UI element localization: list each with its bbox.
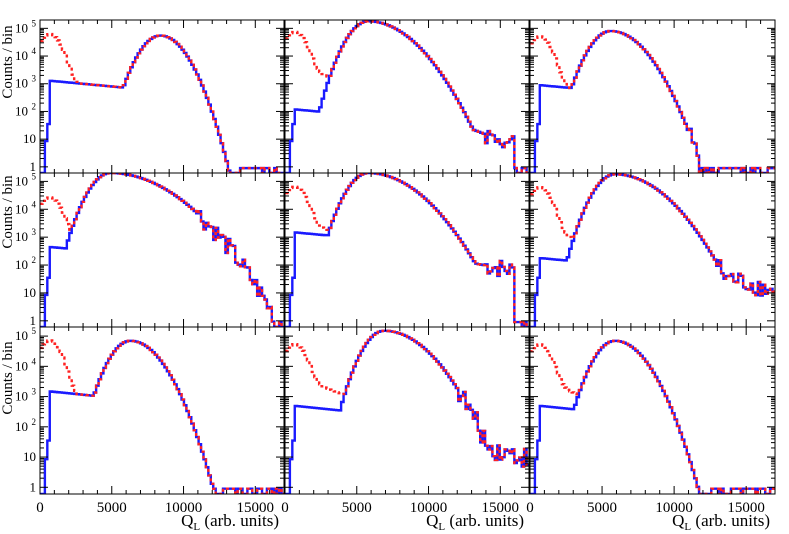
series-solid-8 (285, 329, 529, 494)
x-tick-label: 0 (281, 500, 289, 516)
series-dashed-5 (285, 173, 529, 327)
panel-frame-2 (284, 19, 530, 174)
series-solid-4 (40, 173, 284, 327)
y-tick-label: 10 (15, 419, 28, 434)
y-axis-title: Counts / bin (0, 25, 16, 99)
panel-7: 1 10 10 2 10 3 10 4 10 5 0 5000 10000 15000 (15, 326, 285, 516)
series-solid-5 (285, 173, 529, 327)
panel-frame-7 (39, 326, 285, 495)
x-tick-label: 15000 (482, 500, 520, 516)
series-solid-3 (530, 29, 775, 173)
x-tick-label: 5000 (587, 500, 617, 516)
y-tick-label-exponent: 3 (32, 227, 37, 237)
y-axis-title: Counts / bin (0, 175, 16, 249)
x-tick-label: 0 (526, 500, 534, 516)
y-tick-label: 10 (15, 257, 28, 272)
y-tick-label: 10 (23, 285, 36, 300)
y-tick-label: 10 (23, 131, 36, 146)
y-tick-label: 1 (30, 313, 37, 328)
y-tick-label-exponent: 2 (32, 417, 37, 427)
y-tick-label: 10 (15, 358, 28, 373)
y-tick-label: 10 (15, 76, 28, 91)
y-tick-label-exponent: 5 (32, 326, 37, 336)
series-dashed-4 (40, 173, 284, 327)
y-tick-label-exponent: 4 (32, 356, 37, 366)
series-solid-7 (40, 339, 284, 494)
x-tick-label: 15000 (727, 500, 765, 516)
y-tick-label: 10 (15, 201, 28, 216)
y-tick-label: 1 (30, 479, 37, 494)
panel-9: 0 5000 10000 15000 (526, 326, 776, 516)
series-solid-6 (530, 173, 775, 327)
y-tick-label-exponent: 3 (32, 387, 37, 397)
y-tick-label-exponent: 2 (32, 101, 37, 111)
x-tick-label: 15000 (237, 500, 275, 516)
y-tick-label-exponent: 3 (32, 74, 37, 84)
y-tick-label: 10 (15, 103, 28, 118)
x-axis-titles: QL (arb. units) QL (arb. units) QL (arb. u… (181, 511, 770, 533)
y-tick-label-exponent: 5 (32, 171, 37, 181)
series-dashed-2 (285, 20, 529, 173)
panel-frame-8 (284, 326, 530, 495)
series-dashed-9 (530, 339, 775, 494)
y-tick-label: 10 (15, 20, 28, 35)
x-axis-title: QL (arb. units) (181, 511, 279, 533)
y-tick-label-exponent: 4 (32, 199, 37, 209)
y-tick-label: 10 (15, 173, 28, 188)
series-solid-9 (530, 339, 775, 494)
panel-frame-3 (529, 19, 776, 174)
panel-frame-6 (529, 172, 776, 328)
y-tick-label: 10 (15, 48, 28, 63)
y-tick-label-exponent: 5 (32, 18, 37, 28)
panel-2 (284, 19, 530, 174)
y-tick-label: 10 (15, 389, 28, 404)
panel-8: 0 5000 10000 15000 (281, 326, 530, 516)
x-axis-title: QL (arb. units) (426, 511, 524, 533)
series-solid-2 (285, 20, 529, 173)
series-solid-1 (40, 34, 284, 173)
y-axis-titles: Counts / bin Counts / bin Counts / bin (0, 25, 16, 415)
panel-4: 1 10 10 2 10 3 10 4 10 5 (15, 171, 285, 328)
y-axis-title: Counts / bin (0, 341, 16, 415)
y-tick-label: 10 (15, 328, 28, 343)
panel-frame-5 (284, 172, 530, 328)
series-dashed-6 (530, 173, 775, 297)
y-tick-label-exponent: 2 (32, 255, 37, 265)
series-dashed-1 (40, 32, 284, 173)
panel-1: 1 10 10 2 10 3 10 4 10 5 (15, 18, 285, 174)
x-tick-label: 10000 (165, 500, 203, 516)
y-tick-label: 10 (15, 229, 28, 244)
x-tick-label: 10000 (410, 500, 448, 516)
x-tick-label: 5000 (342, 500, 372, 516)
panel-5 (284, 172, 530, 328)
y-tick-label-exponent: 4 (32, 46, 37, 56)
x-tick-label: 0 (36, 500, 44, 516)
panel-6 (529, 172, 776, 328)
x-tick-label: 10000 (655, 500, 693, 516)
series-dashed-3 (530, 29, 775, 173)
y-tick-label: 10 (23, 449, 36, 464)
y-tick-label: 1 (30, 159, 37, 174)
panel-3 (529, 19, 776, 174)
panel-frame-9 (529, 326, 776, 495)
panel-frame-4 (39, 172, 285, 328)
series-dashed-8 (285, 329, 529, 468)
x-axis-title: QL (arb. units) (672, 511, 770, 533)
panel-frame-1 (39, 19, 285, 174)
x-tick-label: 5000 (97, 500, 127, 516)
